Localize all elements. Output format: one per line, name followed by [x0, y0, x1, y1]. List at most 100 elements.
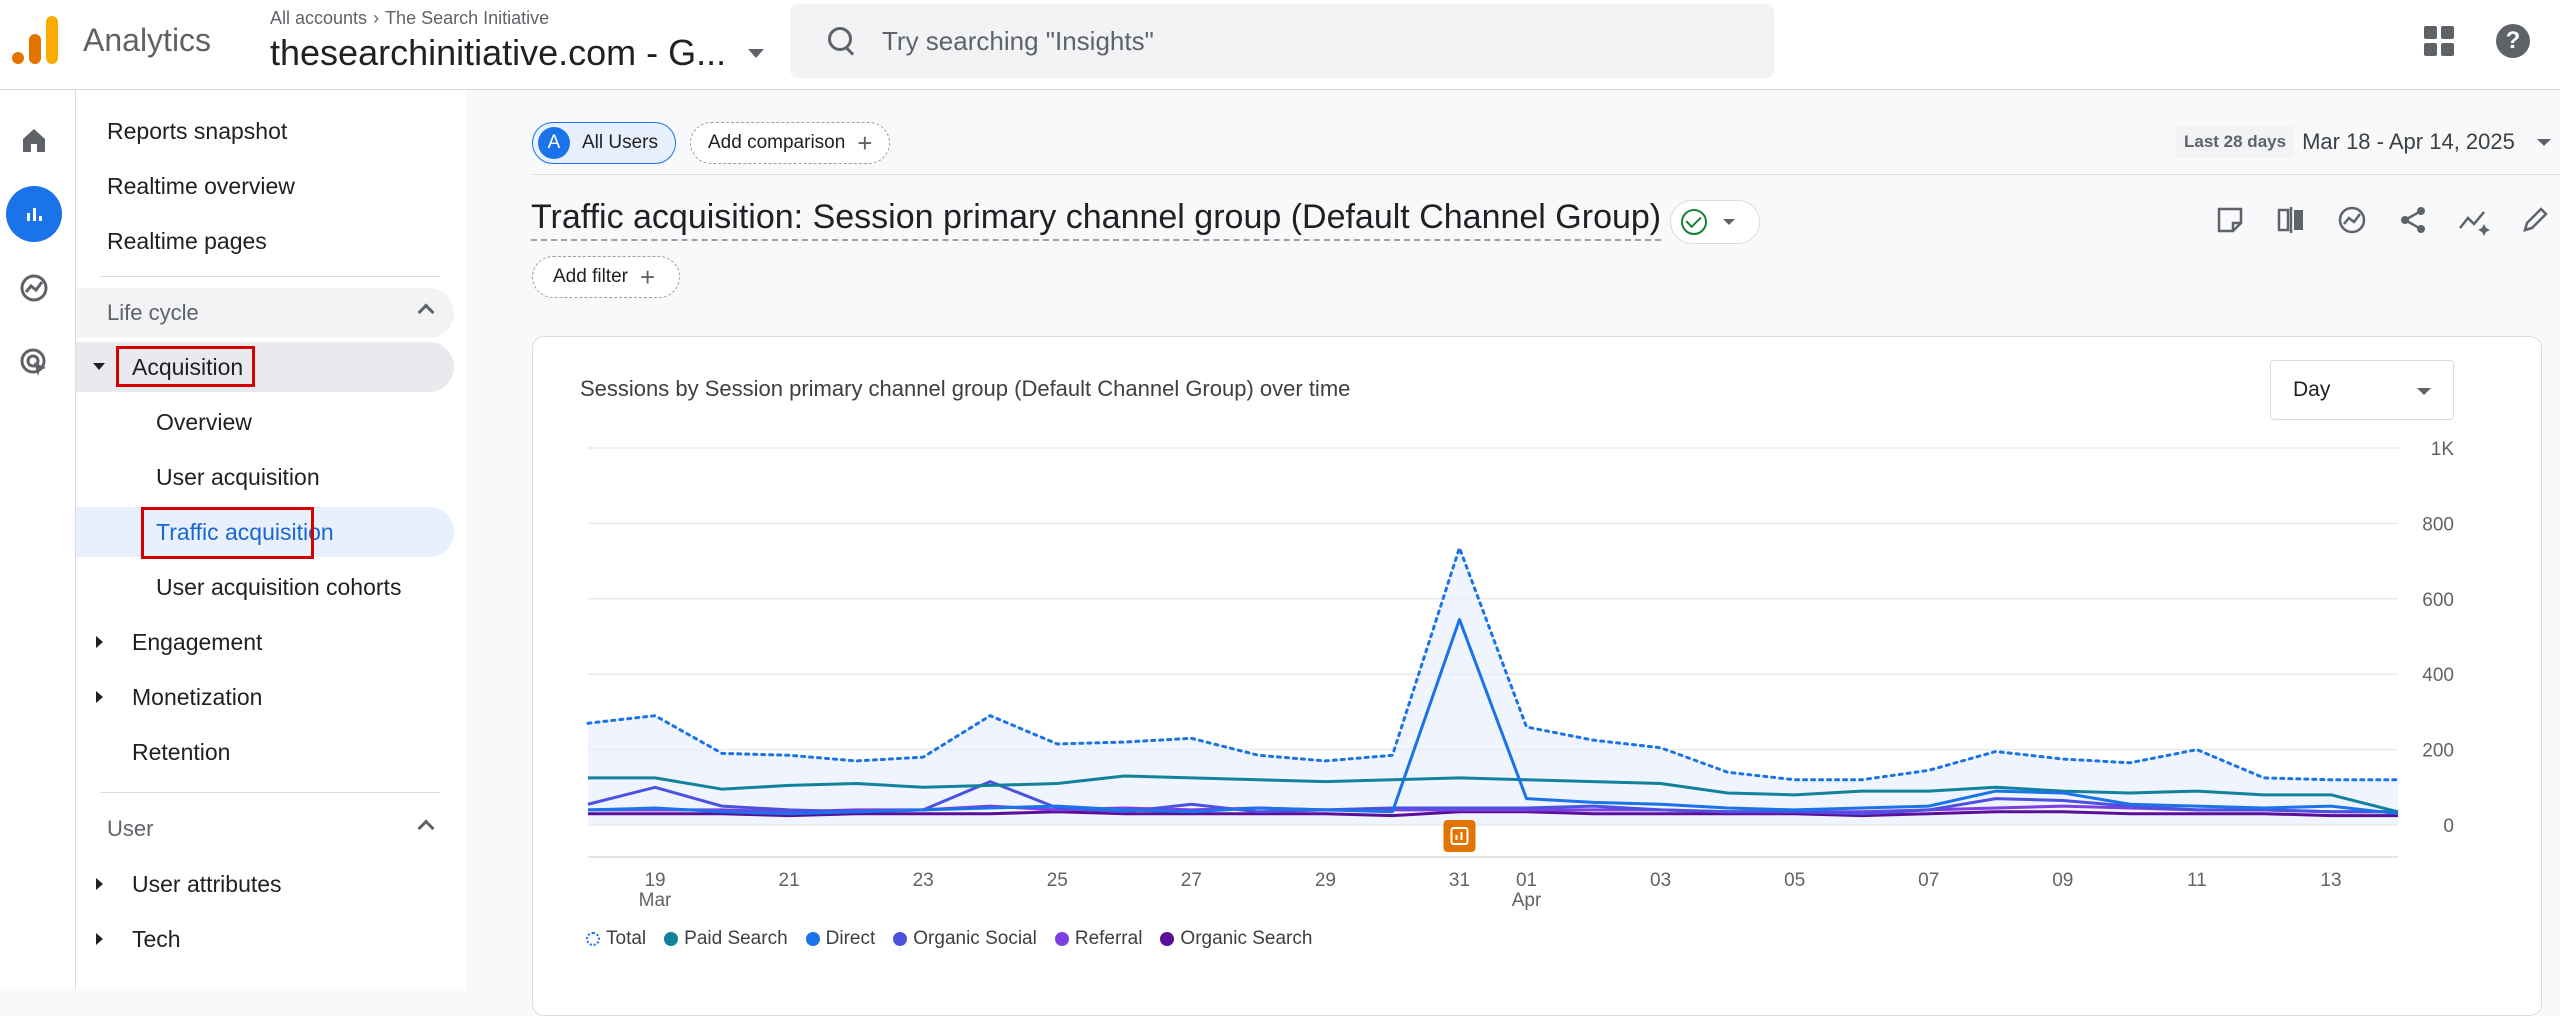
chart-legend: Total Paid Search Direct Organic Social …	[586, 928, 1312, 950]
advertising-icon[interactable]	[6, 334, 62, 390]
add-comparison-button[interactable]: Add comparison +	[690, 122, 890, 164]
nav-acquisition-label: Acquisition	[132, 353, 244, 380]
home-icon[interactable]	[6, 112, 62, 168]
y-tick-label: 0	[2443, 816, 2454, 837]
nav-divider	[100, 276, 440, 277]
x-tick-month-label: Mar	[639, 890, 672, 911]
nav-tech[interactable]: Tech	[76, 914, 456, 964]
y-tick-label: 600	[2422, 590, 2454, 611]
trend-sparkle-icon[interactable]	[2454, 200, 2494, 240]
nav-user-acquisition[interactable]: User acquisition	[156, 463, 320, 490]
caret-down-icon	[93, 363, 105, 370]
x-tick-label: 21	[779, 870, 800, 891]
compare-icon[interactable]	[2271, 200, 2311, 240]
legend-item-paid-search[interactable]: Paid Search	[664, 928, 788, 950]
section-label: Life cycle	[107, 300, 199, 325]
highlight-box-acquisition	[116, 346, 255, 387]
nav-reports-snapshot[interactable]: Reports snapshot	[107, 117, 288, 144]
legend-swatch	[664, 932, 679, 946]
add-comparison-label: Add comparison	[708, 132, 846, 153]
nav-engagement-label: Engagement	[132, 628, 263, 655]
comparison-badge: A	[538, 127, 570, 159]
nav-traffic-acquisition[interactable]: Traffic acquisition	[76, 507, 454, 557]
x-tick-label: 19	[644, 870, 665, 891]
breadcrumb-all-accounts[interactable]: All accounts	[270, 8, 368, 28]
reports-sidenav: Reports snapshot Realtime overview Realt…	[76, 90, 466, 989]
legend-label: Organic Social	[913, 928, 1037, 949]
nav-realtime-pages[interactable]: Realtime pages	[107, 227, 267, 254]
nav-acquisition[interactable]: Acquisition	[76, 342, 454, 392]
caret-down-icon	[2417, 388, 2431, 395]
search-placeholder: Try searching "Insights"	[882, 25, 1154, 56]
reports-icon[interactable]	[6, 186, 62, 242]
legend-label: Total	[606, 928, 647, 949]
nav-engagement[interactable]: Engagement	[76, 617, 456, 667]
account-breadcrumb[interactable]: All accounts › The Search Initiative	[270, 8, 549, 29]
x-tick-label: 01	[1516, 870, 1537, 891]
legend-item-organic-social[interactable]: Organic Social	[893, 928, 1037, 950]
nav-user-acquisition-cohorts[interactable]: User acquisition cohorts	[156, 573, 402, 600]
nav-tech-label: Tech	[132, 925, 181, 952]
caret-right-icon	[96, 933, 103, 945]
page-title[interactable]: Traffic acquisition: Session primary cha…	[531, 198, 1662, 241]
nav-divider	[100, 792, 440, 793]
search-icon	[826, 25, 858, 57]
add-filter-button[interactable]: Add filter +	[532, 256, 680, 298]
data-quality-status[interactable]	[1670, 200, 1760, 244]
legend-swatch	[805, 932, 820, 946]
x-tick-label: 25	[1047, 870, 1068, 891]
caret-right-icon	[96, 636, 103, 648]
search-bar[interactable]: Try searching "Insights"	[790, 4, 1774, 78]
date-range-label: Last 28 days	[2176, 126, 2295, 158]
highlight-box-traffic-acquisition	[141, 507, 314, 559]
x-tick-label: 23	[913, 870, 934, 891]
legend-label: Paid Search	[684, 928, 788, 949]
nav-user-attributes[interactable]: User attributes	[76, 859, 456, 909]
nav-realtime-overview[interactable]: Realtime overview	[107, 172, 295, 199]
caret-right-icon	[96, 878, 103, 890]
series-line-paid-search	[588, 774, 2399, 814]
series-line-direct	[587, 618, 2399, 816]
legend-item-total[interactable]: Total	[586, 928, 646, 950]
comparison-chip-all-users[interactable]: A All Users	[532, 122, 676, 164]
annotation-glyph	[1450, 827, 1469, 845]
x-tick-label: 11	[2187, 870, 2207, 891]
legend-item-organic-search[interactable]: Organic Search	[1160, 928, 1312, 950]
legend-item-direct[interactable]: Direct	[805, 928, 876, 950]
insights-icon[interactable]	[2332, 200, 2372, 240]
analytics-logo-icon[interactable]	[12, 16, 58, 64]
help-icon[interactable]: ?	[2496, 24, 2530, 58]
nav-section-user[interactable]: User	[76, 804, 454, 854]
legend-swatch	[586, 932, 600, 946]
plus-icon: +	[857, 127, 873, 158]
apps-grid-icon[interactable]	[2424, 26, 2454, 56]
add-filter-label: Add filter	[553, 266, 628, 287]
app-name: Analytics	[83, 22, 212, 58]
legend-swatch	[893, 932, 908, 946]
edit-pencil-icon[interactable]	[2515, 200, 2555, 240]
share-icon[interactable]	[2393, 200, 2433, 240]
legend-label: Direct	[825, 928, 876, 949]
customize-report-icon[interactable]	[2210, 200, 2250, 240]
property-name: thesearchinitiative.com - G...	[270, 32, 727, 73]
x-tick-label: 07	[1918, 870, 1939, 891]
navigation-rail	[0, 90, 76, 989]
nav-user-attributes-label: User attributes	[132, 870, 282, 897]
nav-overview[interactable]: Overview	[156, 408, 252, 435]
caret-down-icon	[1723, 219, 1735, 225]
nav-retention[interactable]: Retention	[132, 738, 231, 765]
explore-icon[interactable]	[6, 260, 62, 316]
date-range-picker[interactable]: Last 28 days Mar 18 - Apr 14, 2025	[2176, 126, 2551, 158]
series-line-organic-search	[588, 810, 2398, 818]
caret-down-icon	[2536, 138, 2551, 146]
x-tick-label: 29	[1315, 870, 1336, 891]
nav-section-life-cycle[interactable]: Life cycle	[76, 288, 454, 338]
breadcrumb-account[interactable]: The Search Initiative	[385, 8, 550, 28]
x-tick-label: 31	[1449, 870, 1470, 891]
nav-monetization[interactable]: Monetization	[76, 672, 456, 722]
property-selector[interactable]: thesearchinitiative.com - G...	[270, 32, 765, 74]
annotation-marker-icon	[1443, 820, 1476, 852]
granularity-select[interactable]: Day	[2270, 360, 2454, 420]
legend-item-referral[interactable]: Referral	[1054, 928, 1142, 950]
